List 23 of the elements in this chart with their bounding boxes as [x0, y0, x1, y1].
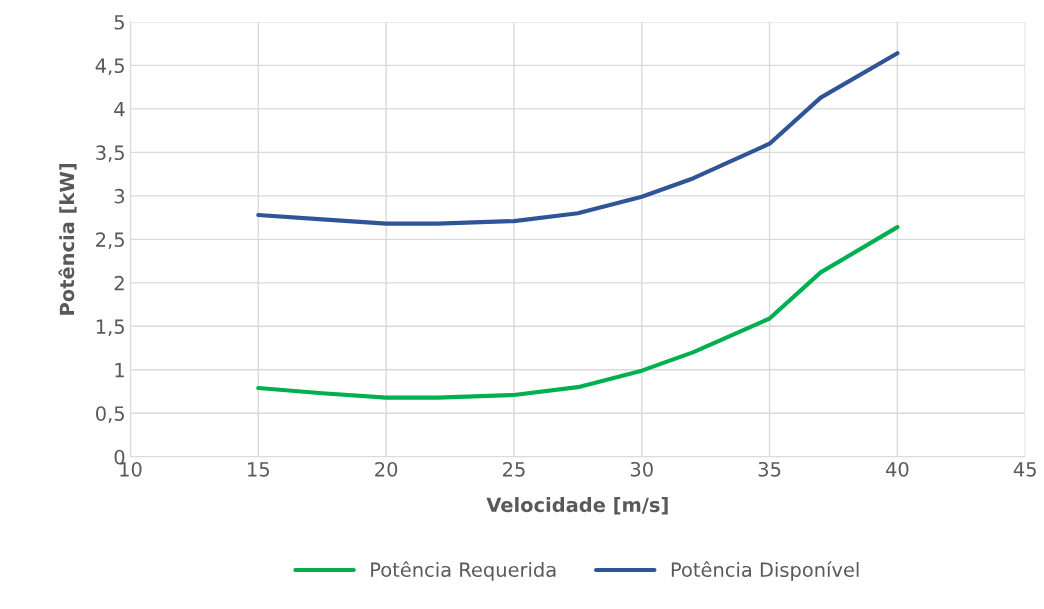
x-tick-label: 20 [375, 461, 398, 477]
x-tick-label: 45 [1013, 462, 1036, 477]
line-series [256, 51, 900, 226]
y-tick-label: 4,5 [95, 58, 124, 76]
y-tick-label: 1,5 [96, 319, 124, 336]
x-tick-label: 30 [630, 461, 653, 477]
y-tick-label: 2 [114, 275, 124, 291]
line-series [256, 225, 900, 400]
legend-label: Potência Requerida [371, 561, 556, 581]
y-tick-label: 5 [114, 15, 124, 30]
y-tick-label: 1 [115, 363, 124, 378]
y-tick-label: 4 [114, 102, 125, 117]
x-axis-title: Velocidade [m/s] [486, 497, 668, 515]
x-tick-label: 25 [503, 461, 525, 477]
y-tick-label: 3 [114, 188, 125, 204]
x-tick-label: 35 [758, 461, 781, 477]
y-axis-title: Potência [kW] [58, 163, 77, 315]
x-tick-label: 15 [248, 462, 269, 477]
y-tick-label: 3,5 [96, 145, 124, 163]
y-tick-label: 0,5 [96, 406, 124, 423]
y-tick-label: 2,5 [96, 232, 124, 249]
x-tick-label: 40 [885, 461, 909, 477]
legend-label: Potência Disponível [671, 561, 859, 581]
